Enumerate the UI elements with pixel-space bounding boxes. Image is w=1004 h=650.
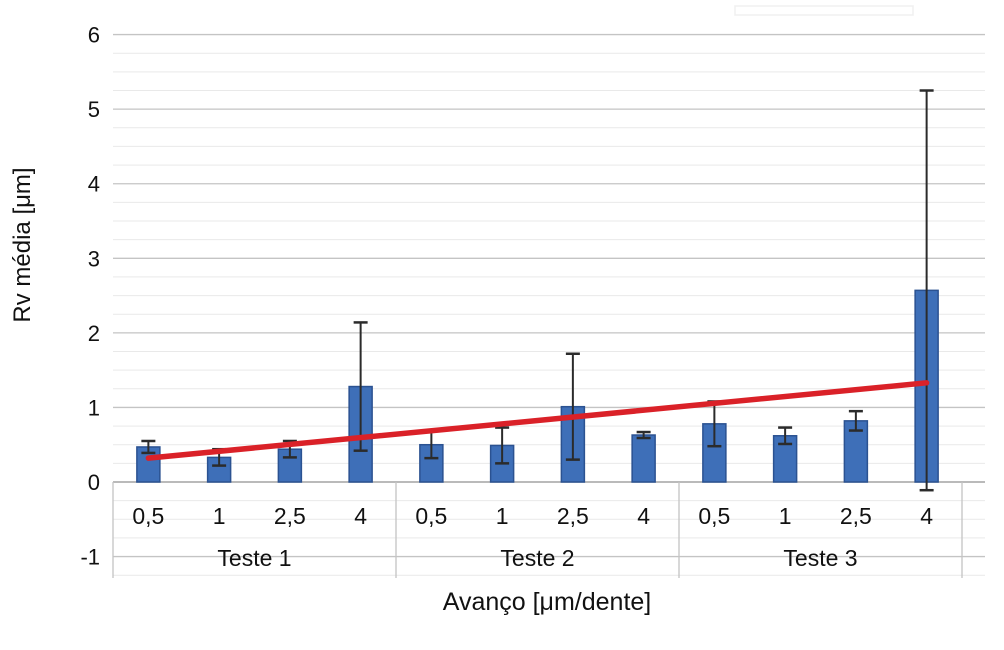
bar — [631, 434, 656, 483]
category-label: 2,5 — [840, 503, 872, 529]
category-label: 2,5 — [274, 503, 306, 529]
category-label: 1 — [496, 503, 509, 529]
category-label: 4 — [920, 503, 933, 529]
category-label: 0,5 — [132, 503, 164, 529]
group-label: Teste 1 — [217, 545, 291, 571]
category-label: 0,5 — [698, 503, 730, 529]
category-label: 4 — [354, 503, 367, 529]
y-tick-label: 5 — [88, 97, 100, 122]
y-tick-label: 6 — [88, 23, 100, 48]
category-label: 2,5 — [557, 503, 589, 529]
y-tick-label: 1 — [88, 395, 100, 420]
cropped-artifact — [734, 5, 914, 16]
y-tick-label: 3 — [88, 246, 100, 271]
category-label: 1 — [213, 503, 226, 529]
category-label: 4 — [637, 503, 650, 529]
group-label: Teste 3 — [783, 545, 857, 571]
y-tick-label: 4 — [88, 172, 100, 197]
y-tick-label: 2 — [88, 321, 100, 346]
y-tick-label: 0 — [88, 470, 100, 495]
trendline — [145, 380, 930, 461]
y-axis-title: Rv média [μm] — [9, 167, 36, 322]
y-tick-label: -1 — [80, 545, 100, 570]
category-label: 1 — [779, 503, 792, 529]
category-label: 0,5 — [415, 503, 447, 529]
group-label: Teste 2 — [500, 545, 574, 571]
x-axis-title: Avanço [μm/dente] — [443, 588, 652, 616]
